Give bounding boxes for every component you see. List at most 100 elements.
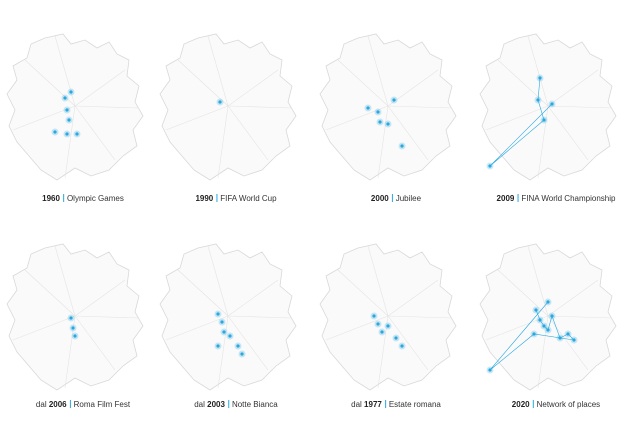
road bbox=[74, 105, 116, 161]
road bbox=[325, 105, 389, 131]
place bbox=[69, 316, 73, 320]
road bbox=[537, 105, 549, 179]
road bbox=[337, 269, 389, 317]
road bbox=[74, 315, 140, 319]
caption-name: Roma Film Fest bbox=[73, 400, 131, 409]
caption: dal 2006 Roma Film Fest bbox=[36, 400, 130, 409]
caption-year: 2020 bbox=[511, 400, 530, 409]
road bbox=[377, 105, 389, 179]
caption: 1960 Olympic Games bbox=[42, 194, 124, 203]
road bbox=[217, 105, 229, 179]
place bbox=[372, 314, 376, 318]
road bbox=[367, 245, 389, 317]
place bbox=[69, 90, 73, 94]
place bbox=[71, 326, 75, 330]
place bbox=[538, 318, 542, 322]
road bbox=[24, 269, 76, 317]
map bbox=[479, 33, 617, 181]
road bbox=[24, 59, 76, 107]
caption-name: FIFA World Cup bbox=[220, 194, 277, 203]
place bbox=[380, 330, 384, 334]
place bbox=[534, 308, 538, 312]
caption-name: Notte Bianca bbox=[231, 400, 278, 409]
place bbox=[386, 324, 390, 328]
place bbox=[218, 100, 222, 104]
place bbox=[546, 328, 550, 332]
place bbox=[546, 300, 550, 304]
road bbox=[227, 105, 293, 109]
road bbox=[387, 105, 429, 161]
road bbox=[54, 35, 76, 107]
road bbox=[387, 315, 429, 371]
separator bbox=[517, 194, 519, 202]
caption-prefix: dal bbox=[35, 400, 47, 409]
road bbox=[74, 279, 126, 317]
road bbox=[387, 69, 439, 107]
map bbox=[6, 243, 144, 391]
road bbox=[527, 245, 549, 317]
map bbox=[159, 33, 297, 181]
separator bbox=[532, 400, 534, 408]
road bbox=[207, 35, 229, 107]
place bbox=[376, 322, 380, 326]
caption-prefix: dal bbox=[351, 400, 362, 409]
place bbox=[228, 334, 232, 338]
road bbox=[485, 315, 549, 341]
place bbox=[65, 132, 69, 136]
place bbox=[532, 332, 536, 336]
road bbox=[227, 279, 279, 317]
road bbox=[74, 315, 116, 371]
map bbox=[159, 243, 297, 391]
road bbox=[527, 35, 549, 107]
place bbox=[550, 314, 554, 318]
road bbox=[547, 105, 589, 161]
place bbox=[558, 336, 562, 340]
road bbox=[387, 315, 453, 319]
map bbox=[319, 33, 457, 181]
road bbox=[64, 105, 76, 179]
caption-prefix: dal bbox=[194, 400, 205, 409]
caption: 2020 Network of places bbox=[512, 400, 600, 409]
map bbox=[6, 33, 144, 181]
road bbox=[227, 105, 269, 161]
place bbox=[550, 102, 554, 106]
place bbox=[366, 106, 370, 110]
place bbox=[67, 118, 71, 122]
place bbox=[236, 344, 240, 348]
separator bbox=[62, 194, 64, 202]
road bbox=[165, 105, 229, 131]
road bbox=[547, 69, 599, 107]
road bbox=[497, 269, 549, 317]
road bbox=[165, 315, 229, 341]
place bbox=[536, 98, 540, 102]
road bbox=[207, 245, 229, 317]
place bbox=[538, 76, 542, 80]
road bbox=[547, 315, 613, 319]
map bbox=[479, 243, 617, 391]
separator bbox=[69, 400, 71, 408]
road bbox=[377, 315, 389, 389]
road bbox=[227, 315, 269, 371]
place bbox=[216, 344, 220, 348]
road bbox=[227, 315, 293, 319]
road bbox=[367, 35, 389, 107]
caption: 1990 FIFA World Cup bbox=[195, 194, 277, 203]
map bbox=[319, 243, 457, 391]
place bbox=[63, 96, 67, 100]
place bbox=[566, 332, 570, 336]
caption-year: 2009 bbox=[496, 194, 515, 203]
road bbox=[217, 315, 229, 389]
place bbox=[488, 164, 492, 168]
road bbox=[325, 315, 389, 341]
place bbox=[400, 144, 404, 148]
caption-year: 2006 bbox=[48, 400, 67, 409]
caption: 2009 FINA World Championship bbox=[496, 194, 615, 203]
separator bbox=[384, 400, 386, 408]
place bbox=[392, 98, 396, 102]
caption-year: 2003 bbox=[207, 400, 225, 409]
place bbox=[378, 120, 382, 124]
place bbox=[542, 324, 546, 328]
road bbox=[497, 59, 549, 107]
